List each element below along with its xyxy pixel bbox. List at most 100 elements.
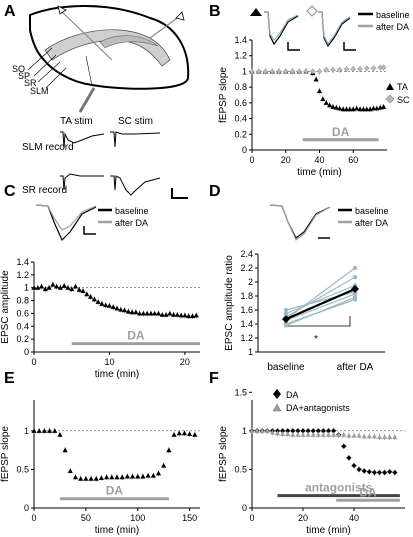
- ytick-label-B: 1.2: [234, 51, 247, 61]
- data-point-C-0: [99, 301, 105, 306]
- panel-a: A SO SP SR SLM TA stim SC stim SLM recor…: [4, 3, 190, 199]
- data-point-F-1: [280, 431, 286, 437]
- data-point-B-0: [360, 106, 366, 112]
- ytick-label-D: 2: [248, 277, 253, 287]
- ytick-label-F: 1: [242, 426, 247, 436]
- mean-point: [351, 285, 359, 293]
- data-point-E-0: [135, 473, 141, 479]
- data-point-E-0: [36, 428, 42, 433]
- xtick-label-C: 10: [104, 357, 114, 367]
- ytick-label-D: 2.2: [240, 263, 253, 273]
- data-point-E-0: [104, 474, 110, 480]
- data-point-F-1: [320, 432, 326, 437]
- legend-b-ta-marker: [386, 83, 394, 90]
- cell-point: [283, 307, 289, 313]
- data-point-C-0: [80, 288, 86, 294]
- data-point-F-0: [371, 469, 378, 476]
- cell-line: [285, 298, 356, 325]
- data-point-F-0: [376, 469, 383, 476]
- data-point-F-1: [336, 432, 342, 437]
- ylabel-D: EPSC amplitude ratio: [224, 255, 235, 351]
- cell-point: [352, 274, 358, 280]
- data-point-C-0: [129, 309, 135, 315]
- data-point-B-0: [381, 104, 387, 109]
- data-point-C-0: [110, 304, 116, 310]
- ytick-label-B: 1.4: [234, 35, 247, 45]
- data-point-F-1: [290, 432, 296, 437]
- data-point-F-1: [376, 434, 383, 440]
- data-point-C-0: [54, 283, 60, 289]
- data-point-C-0: [103, 302, 109, 308]
- data-point-F-1: [249, 428, 255, 433]
- ytick-label-C: 1.2: [16, 270, 29, 280]
- cell-line: [285, 276, 356, 318]
- data-point-C-0: [144, 310, 150, 316]
- data-point-F-1: [295, 432, 301, 437]
- ta-stim-label: TA stim: [60, 116, 93, 127]
- cell-line: [285, 293, 356, 322]
- ytick-label-F: 0.5: [234, 464, 247, 474]
- data-point-C-0: [38, 283, 45, 289]
- data-point-E-0: [88, 476, 94, 481]
- data-point-E-0: [181, 430, 188, 436]
- xtick-label-C: 0: [31, 357, 36, 367]
- data-point-C-0: [42, 286, 48, 292]
- data-point-B-0: [320, 96, 326, 102]
- xtick-label-B: 0: [249, 155, 254, 165]
- ytick-label-C: 0: [24, 347, 29, 357]
- scale-bar-a: [171, 188, 188, 199]
- ylabel-F: fEPSP slope: [218, 426, 229, 482]
- ytick-label-C: 0.2: [16, 334, 29, 344]
- xtick-label-E: 150: [182, 513, 197, 523]
- data-point-B-1: [343, 66, 350, 72]
- data-point-C-0: [148, 310, 154, 316]
- ca1-band: [44, 29, 171, 67]
- data-point-B-1: [336, 66, 343, 73]
- data-point-C-0: [72, 283, 79, 289]
- data-point-F-0: [366, 468, 373, 475]
- xtick-label-B: 40: [314, 155, 324, 165]
- xtick-label-F: 40: [349, 513, 359, 523]
- data-point-C-0: [159, 312, 165, 317]
- ytick-label-E: 1: [24, 426, 29, 436]
- data-point-F-0: [351, 462, 357, 469]
- data-point-B-0: [313, 76, 319, 82]
- data-point-B-0: [333, 104, 339, 110]
- data-point-E-0: [124, 473, 130, 479]
- cell-point: [352, 265, 358, 271]
- data-point-F-1: [351, 432, 357, 438]
- data-point-B-0: [347, 106, 353, 112]
- ytick-label-F: 0: [242, 503, 247, 513]
- xtick-label-E: 50: [81, 513, 91, 523]
- ytick-label-D: 1.6: [240, 305, 253, 315]
- xtick-label-F: 20: [298, 513, 308, 523]
- legend-f-da-antagonists: DA+antagonists: [286, 403, 350, 413]
- data-point-B-0: [343, 106, 350, 112]
- trace-d-baseline: [269, 204, 331, 239]
- data-point-B-0: [357, 106, 363, 112]
- cell-line: [285, 284, 356, 315]
- data-point-C-0: [125, 308, 131, 314]
- data-point-B-0: [316, 88, 323, 94]
- xlabel-B: time (min): [297, 167, 341, 178]
- ytick-label-D: 1.2: [240, 333, 253, 343]
- ytick-label-C: 0.6: [16, 308, 29, 318]
- data-point-B-0: [354, 105, 360, 111]
- data-point-F-0: [381, 469, 388, 476]
- data-point-F-1: [274, 430, 281, 436]
- data-point-B-0: [330, 104, 336, 109]
- data-point-F-1: [300, 432, 306, 437]
- legend-b-baseline: baseline: [376, 10, 410, 20]
- scale-bar-b1: [287, 42, 300, 51]
- data-point-C-0: [50, 281, 56, 287]
- treatment-label-C: DA: [127, 329, 145, 343]
- data-point-C-0: [163, 312, 169, 317]
- data-point-F-1: [356, 432, 362, 438]
- scale-bar-b2: [343, 42, 356, 51]
- ytick-label-B: 0.8: [234, 82, 247, 92]
- legend-f-da: DA: [286, 390, 299, 400]
- legend-b-sc: SC: [397, 95, 410, 105]
- data-point-B-1: [323, 66, 330, 73]
- data-point-B-1: [303, 68, 309, 75]
